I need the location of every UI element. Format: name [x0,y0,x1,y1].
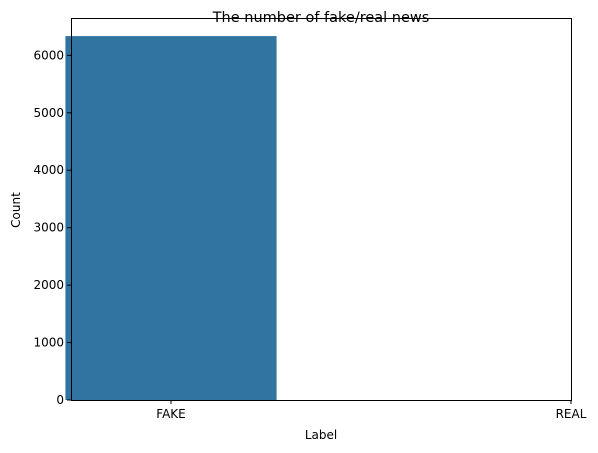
y-tick-label: 3000 [33,221,64,235]
axes-frame [71,18,572,401]
x-axis-title: Label [305,428,337,442]
y-tick-label: 1000 [33,336,64,350]
bars-group [65,36,277,401]
y-axis-ticks: 0 1000 2000 3000 4000 5000 6000 [33,48,71,407]
y-tick-label: 2000 [33,278,64,292]
x-tick-label-real: REAL [556,407,587,421]
y-tick-label: 0 [56,393,64,407]
y-tick-label: 6000 [33,48,64,62]
x-axis-ticks: FAKE REAL [156,400,587,421]
x-tick-label-fake: FAKE [156,407,185,421]
y-tick-label: 4000 [33,163,64,177]
y-tick-label: 5000 [33,106,64,120]
bar-fake [65,36,277,401]
y-axis-title: Count [9,192,23,228]
